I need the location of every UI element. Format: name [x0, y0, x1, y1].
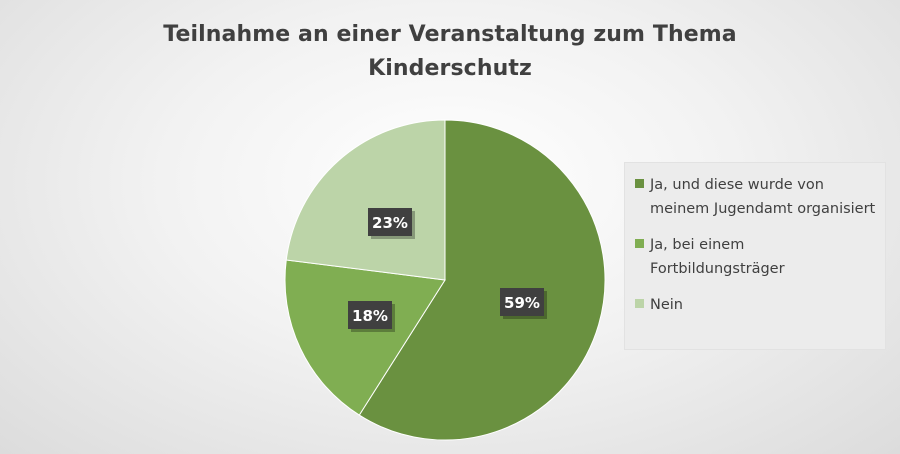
legend-swatch-fortbildungstraeger [635, 239, 644, 248]
chart-title: Teilnahme an einer Veranstaltung zum The… [0, 18, 900, 86]
data-label-text: 59% [504, 294, 540, 312]
legend: Ja, und diese wurde von meinem Jugendamt… [624, 162, 886, 350]
pie-slice-fortbildungstraeger [284, 259, 446, 416]
data-label-nein: 23% [368, 208, 415, 239]
legend-swatch-nein [635, 299, 644, 308]
pie-slice-jugendamt [358, 119, 606, 441]
pie-slice-nein [285, 119, 446, 281]
legend-label-jugendamt: Ja, und diese wurde von meinem Jugendamt… [650, 177, 876, 217]
legend-swatch-jugendamt [635, 179, 644, 188]
data-label-box [348, 301, 392, 329]
data-label-box [368, 208, 412, 236]
data-label-fortbildungstraeger: 18% [348, 301, 395, 332]
legend-item-fortbildungstraeger: Ja, bei einem Fortbildungsträger [635, 233, 885, 281]
data-label-text: 23% [372, 214, 408, 232]
legend-label-nein: Nein [650, 297, 683, 313]
data-label-box [500, 288, 544, 316]
legend-item-nein: Nein [635, 293, 885, 317]
data-label-text: 18% [352, 307, 388, 325]
legend-item-jugendamt: Ja, und diese wurde von meinem Jugendamt… [635, 173, 885, 221]
chart-title-line-2: Kinderschutz [368, 56, 532, 81]
data-label-jugendamt: 59% [500, 288, 547, 319]
chart-title-line-1: Teilnahme an einer Veranstaltung zum The… [163, 22, 737, 47]
legend-label-fortbildungstraeger: Ja, bei einem Fortbildungsträger [650, 237, 785, 277]
